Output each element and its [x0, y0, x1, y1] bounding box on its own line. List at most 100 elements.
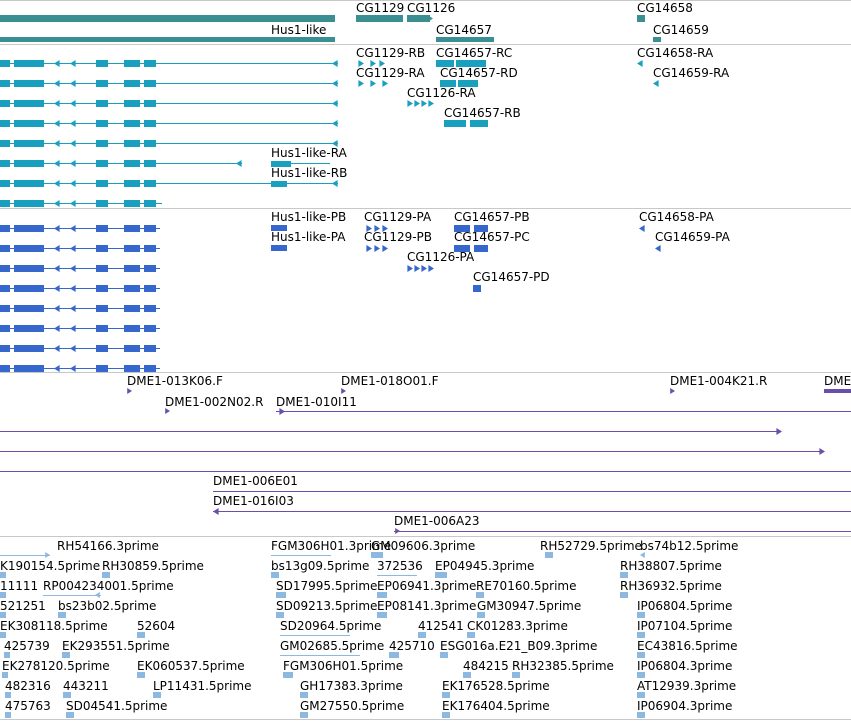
protein-exon[interactable]: [271, 225, 287, 231]
clone-label[interactable]: DME1-004K21.R: [670, 374, 768, 388]
protein-exon[interactable]: [639, 225, 645, 232]
protein-exon[interactable]: [366, 245, 372, 252]
mrna-model-exon[interactable]: [96, 200, 108, 207]
protein-label[interactable]: CG14657-PD: [473, 270, 550, 284]
protein-model-exon[interactable]: [14, 305, 44, 312]
protein-exon[interactable]: [474, 245, 488, 252]
mrna-model-exon[interactable]: [96, 140, 108, 147]
mrna-model-exon[interactable]: [70, 160, 76, 167]
mrna-model-exon[interactable]: [54, 180, 60, 187]
est-label[interactable]: 372536: [377, 559, 423, 573]
est-label[interactable]: RP004234001.5prime: [43, 579, 174, 593]
mrna-model-exon[interactable]: [14, 140, 44, 147]
protein-model-exon[interactable]: [0, 345, 10, 352]
est-label[interactable]: 521251: [0, 599, 46, 613]
protein-model-exon[interactable]: [0, 285, 10, 292]
protein-exon[interactable]: [655, 245, 661, 252]
mrna-exon[interactable]: [458, 80, 478, 87]
mrna-model-exon[interactable]: [96, 60, 108, 67]
mrna-model-exon[interactable]: [144, 140, 156, 147]
est-block[interactable]: [300, 692, 308, 698]
mrna-exon[interactable]: [370, 80, 376, 87]
est-block[interactable]: [137, 672, 145, 678]
protein-model-exon[interactable]: [54, 225, 60, 232]
mrna-model-exon[interactable]: [70, 120, 76, 127]
est-label[interactable]: 412541: [418, 619, 464, 633]
protein-model-exon[interactable]: [96, 345, 108, 352]
mrna-model-exon[interactable]: [0, 160, 10, 167]
est-label[interactable]: bs13g09.5prime: [271, 559, 370, 573]
protein-model-exon[interactable]: [14, 345, 44, 352]
est-label[interactable]: FGM306H01.3prime: [271, 539, 392, 553]
mrna-end[interactable]: [332, 60, 338, 67]
mrna-label[interactable]: CG14659-RA: [653, 66, 730, 80]
mrna-model-exon[interactable]: [96, 100, 108, 107]
mrna-model-exon[interactable]: [144, 60, 156, 67]
est-label[interactable]: RH32385.5prime: [512, 659, 614, 673]
est-arrow[interactable]: [95, 592, 100, 598]
mrna-model-exon[interactable]: [54, 80, 60, 87]
mrna-model-exon[interactable]: [124, 60, 140, 67]
mrna-label[interactable]: Hus1-like-RB: [271, 166, 348, 180]
mrna-label[interactable]: CG14658-RA: [637, 46, 714, 60]
est-label[interactable]: GM30947.5prime: [477, 599, 582, 613]
est-label[interactable]: EK060537.5prime: [137, 659, 245, 673]
est-block[interactable]: [276, 612, 284, 618]
gene-strand-arrow[interactable]: [427, 15, 433, 22]
clone-label[interactable]: DME: [824, 374, 851, 388]
est-block[interactable]: [371, 552, 383, 558]
mrna-model-exon[interactable]: [124, 100, 140, 107]
mrna-end[interactable]: [332, 80, 338, 87]
protein-model-exon[interactable]: [70, 265, 76, 272]
clone-end[interactable]: [165, 408, 170, 414]
protein-model-exon[interactable]: [54, 345, 60, 352]
est-label[interactable]: 443211: [63, 679, 109, 693]
mrna-model-exon[interactable]: [124, 200, 140, 207]
protein-label[interactable]: Hus1-like-PB: [271, 210, 347, 224]
mrna-end[interactable]: [332, 180, 338, 187]
protein-exon[interactable]: [374, 245, 380, 252]
est-block[interactable]: [0, 592, 6, 598]
protein-label[interactable]: CG14658-PA: [639, 210, 714, 224]
mrna-model-exon[interactable]: [124, 120, 140, 127]
est-label[interactable]: RE70160.5prime: [476, 579, 577, 593]
est-block[interactable]: [137, 632, 145, 638]
est-label[interactable]: EP06941.3prime: [377, 579, 477, 593]
clone-label[interactable]: DME1-006A23: [394, 514, 480, 528]
protein-model-exon[interactable]: [14, 285, 44, 292]
est-label[interactable]: GM27550.5prime: [300, 699, 405, 713]
gene-bar[interactable]: [407, 15, 430, 22]
mrna-model-exon[interactable]: [54, 60, 60, 67]
est-label[interactable]: 425739: [4, 639, 50, 653]
clone-end[interactable]: [213, 508, 219, 515]
protein-exon[interactable]: [382, 225, 388, 232]
est-label[interactable]: GM09606.3prime: [371, 539, 476, 553]
est-block[interactable]: [545, 552, 553, 558]
est-label[interactable]: RH38807.5prime: [620, 559, 722, 573]
protein-exon[interactable]: [414, 265, 420, 272]
protein-exon[interactable]: [366, 225, 372, 232]
mrna-model-exon[interactable]: [54, 100, 60, 107]
protein-model-exon[interactable]: [54, 245, 60, 252]
mrna-label[interactable]: CG1129-RA: [356, 66, 425, 80]
mrna-exon[interactable]: [382, 80, 388, 87]
mrna-model-exon[interactable]: [0, 120, 10, 127]
est-label[interactable]: K190154.5prime: [0, 559, 101, 573]
est-label[interactable]: EP08141.3prime: [377, 599, 477, 613]
protein-exon[interactable]: [454, 225, 470, 232]
est-label[interactable]: IP06904.3prime: [637, 699, 733, 713]
protein-model-exon[interactable]: [70, 325, 76, 332]
mrna-exon[interactable]: [271, 181, 287, 187]
mrna-model-exon[interactable]: [124, 80, 140, 87]
est-block[interactable]: [620, 592, 628, 598]
est-label[interactable]: 425710: [389, 639, 435, 653]
protein-model-exon[interactable]: [54, 365, 60, 372]
gene-bar[interactable]: [0, 15, 335, 22]
est-label[interactable]: EK308118.5prime: [0, 619, 108, 633]
mrna-model-exon[interactable]: [124, 180, 140, 187]
gene-bar[interactable]: [0, 37, 335, 42]
gene-label[interactable]: CG1129: [356, 1, 405, 15]
clone-label[interactable]: DME1-018O01.F: [341, 374, 439, 388]
mrna-exon[interactable]: [444, 120, 466, 127]
est-block[interactable]: [5, 692, 11, 698]
